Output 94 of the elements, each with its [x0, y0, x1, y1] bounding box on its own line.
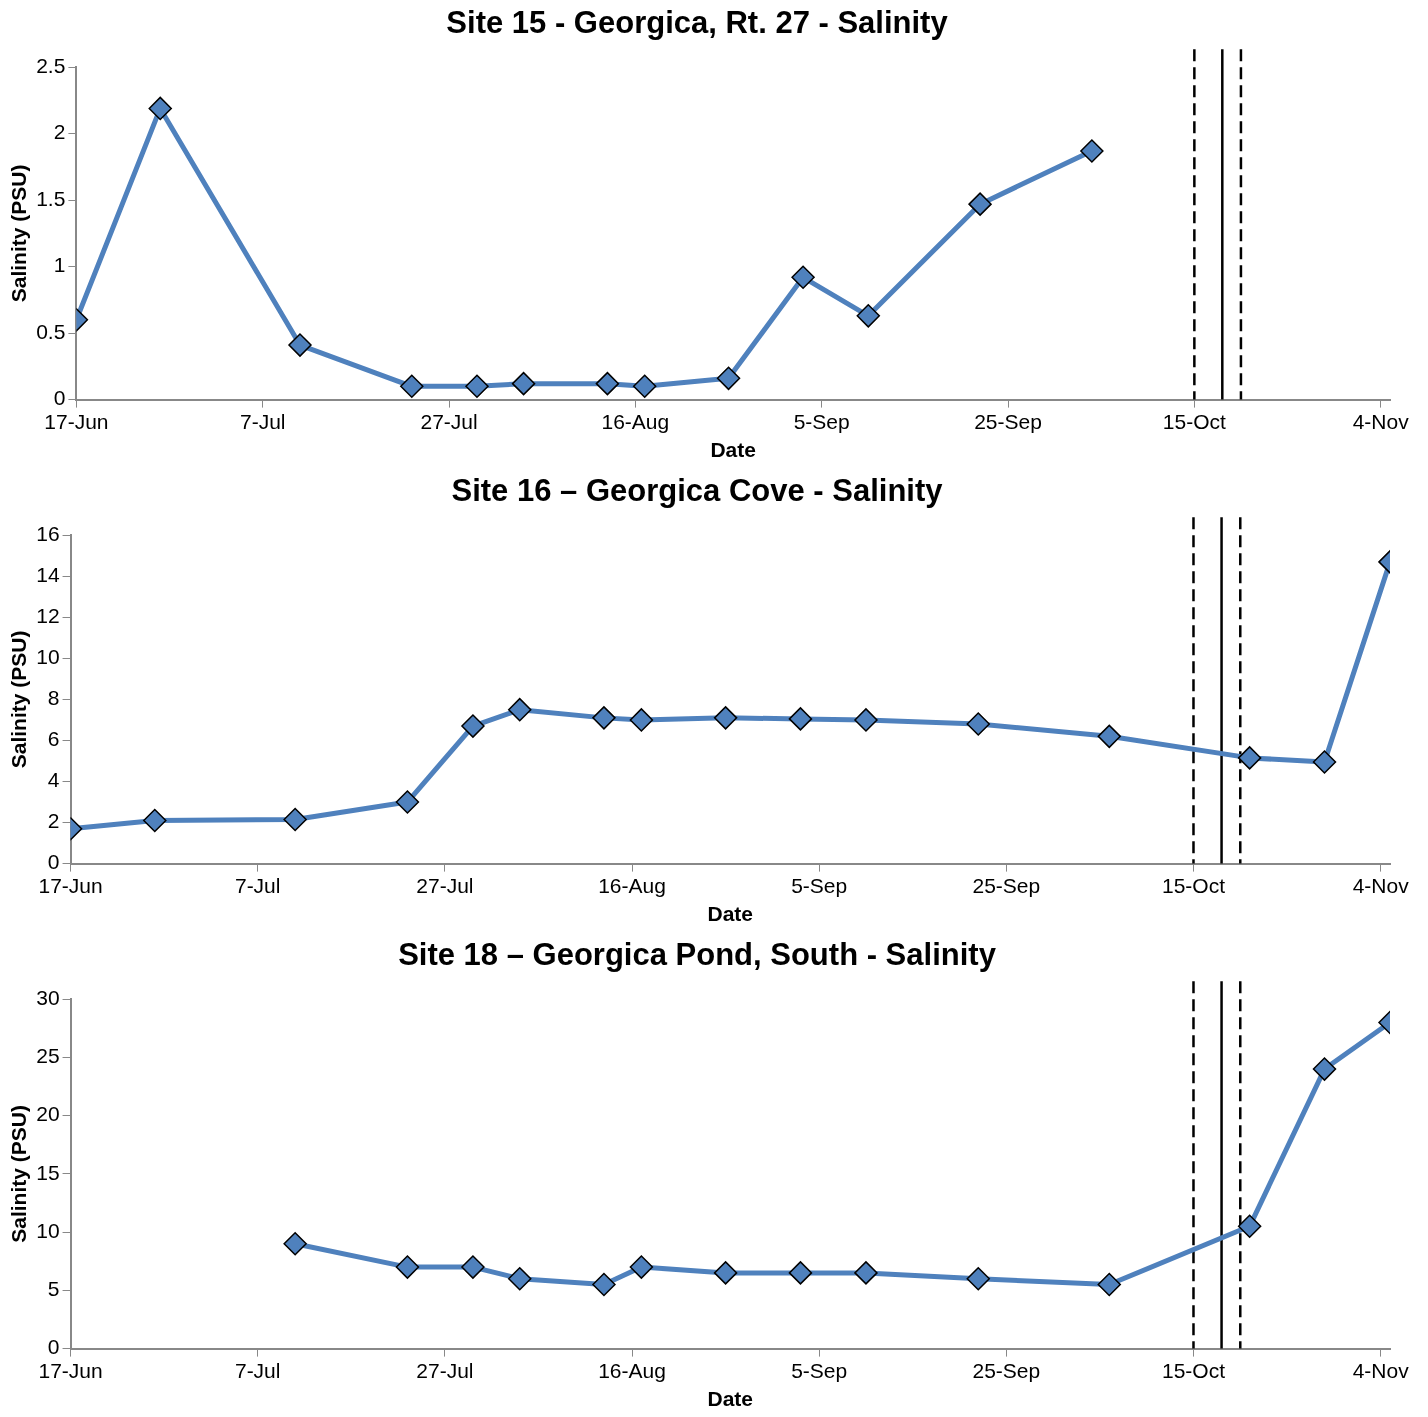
point — [1097, 724, 1122, 749]
y-tick-label: 30 — [36, 986, 60, 1009]
point — [788, 707, 813, 731]
y-tick-label: 1 — [53, 253, 66, 277]
x-tick-label: 16-Aug — [598, 874, 666, 897]
point — [1312, 750, 1337, 774]
point — [629, 1255, 654, 1279]
x-tick-label: 7-Jul — [234, 874, 281, 897]
point — [713, 1261, 738, 1285]
point — [148, 96, 172, 121]
point — [465, 374, 489, 399]
y-tick-label: 2.5 — [36, 54, 66, 77]
point — [966, 1266, 991, 1291]
point — [283, 807, 307, 832]
x-tick-label: 4-Nov — [1352, 410, 1410, 433]
x-tick-label: 15-Oct — [1161, 1359, 1226, 1382]
chart-title: Site 16 – Georgica Cove - Salinity — [451, 473, 944, 509]
point — [713, 706, 738, 730]
x-tick-label: 27-Jul — [416, 874, 474, 897]
y-tick-label: 10 — [36, 645, 60, 669]
y-tick-label: 4 — [47, 768, 60, 792]
y-tick-label: 2 — [47, 809, 60, 833]
y-tick-label: 8 — [47, 686, 60, 710]
point — [507, 1266, 532, 1291]
point — [400, 374, 424, 399]
x-tick-label: 27-Jul — [416, 1359, 474, 1382]
x-tick-label: 4-Nov — [1352, 874, 1410, 897]
point — [966, 712, 991, 736]
y-axis-title: Salinity (PSU) — [7, 630, 31, 769]
x-tick-label: 5-Sep — [793, 410, 850, 433]
y-tick-label: 0 — [47, 1335, 60, 1359]
y-tick-label: 2 — [53, 120, 66, 144]
point — [595, 371, 620, 396]
y-tick-label: 0.5 — [36, 319, 66, 343]
point — [461, 714, 485, 738]
x-tick-label: 17-Jun — [38, 874, 103, 897]
point — [1237, 1214, 1262, 1239]
point — [1237, 746, 1262, 770]
y-axis-title: Salinity (PSU) — [7, 1105, 31, 1243]
y-tick-label: 5 — [47, 1277, 60, 1301]
x-tick-label: 7-Jul — [239, 410, 286, 433]
x-tick-label: 5-Sep — [791, 874, 848, 897]
y-axis-title: Salinity (PSU) — [7, 164, 31, 303]
point — [395, 1255, 420, 1279]
y-tick-label: 0 — [47, 850, 60, 874]
point — [395, 790, 420, 814]
point — [632, 374, 657, 399]
x-tick-label: 25-Sep — [972, 1359, 1041, 1382]
x-tick-label: 5-Sep — [791, 1359, 848, 1382]
y-tick-label: 14 — [36, 563, 60, 587]
x-tick-label: 15-Oct — [1162, 410, 1227, 433]
x-tick-label: 25-Sep — [972, 874, 1041, 897]
point — [511, 371, 536, 396]
point — [854, 708, 878, 732]
point — [629, 708, 654, 732]
x-tick-label: 15-Oct — [1161, 874, 1226, 897]
y-tick-label: 1.5 — [36, 186, 66, 210]
x-tick-label: 16-Aug — [601, 410, 670, 433]
point — [788, 1261, 813, 1285]
y-tick-label: 16 — [36, 522, 60, 545]
point — [592, 1272, 616, 1297]
x-tick-label: 16-Aug — [598, 1359, 666, 1382]
point — [288, 333, 312, 357]
point — [283, 1232, 307, 1256]
x-tick-label: 17-Jun — [44, 410, 109, 433]
point — [1312, 1057, 1337, 1081]
x-axis-title: Date — [707, 1387, 754, 1411]
x-tick-label: 4-Nov — [1352, 1359, 1410, 1382]
x-tick-label: 27-Jul — [420, 410, 478, 433]
x-axis-title: Date — [707, 902, 754, 926]
y-tick-label: 0 — [53, 386, 66, 410]
x-tick-label: 7-Jul — [234, 1359, 281, 1382]
point — [143, 808, 167, 833]
point — [968, 192, 992, 216]
x-axis-title: Date — [710, 438, 756, 462]
point — [791, 265, 815, 290]
point — [854, 1261, 878, 1285]
point — [1097, 1272, 1122, 1297]
x-tick-label: 25-Sep — [974, 410, 1042, 433]
y-tick-label: 20 — [36, 1102, 60, 1126]
y-tick-label: 10 — [36, 1218, 60, 1242]
y-tick-label: 25 — [36, 1044, 60, 1068]
point — [1080, 139, 1104, 163]
chart-title: Site 15 - Georgica, Rt. 27 - Salinity — [446, 5, 949, 41]
x-tick-label: 17-Jun — [38, 1359, 103, 1382]
point — [592, 706, 616, 730]
point — [507, 697, 532, 722]
point — [461, 1255, 485, 1279]
point — [856, 304, 881, 328]
y-tick-label: 6 — [47, 727, 60, 751]
chart-title: Site 18 – Georgica Pond, South - Salinity — [398, 937, 997, 973]
point — [716, 366, 741, 391]
y-tick-label: 12 — [36, 604, 60, 628]
y-tick-label: 15 — [36, 1160, 60, 1184]
